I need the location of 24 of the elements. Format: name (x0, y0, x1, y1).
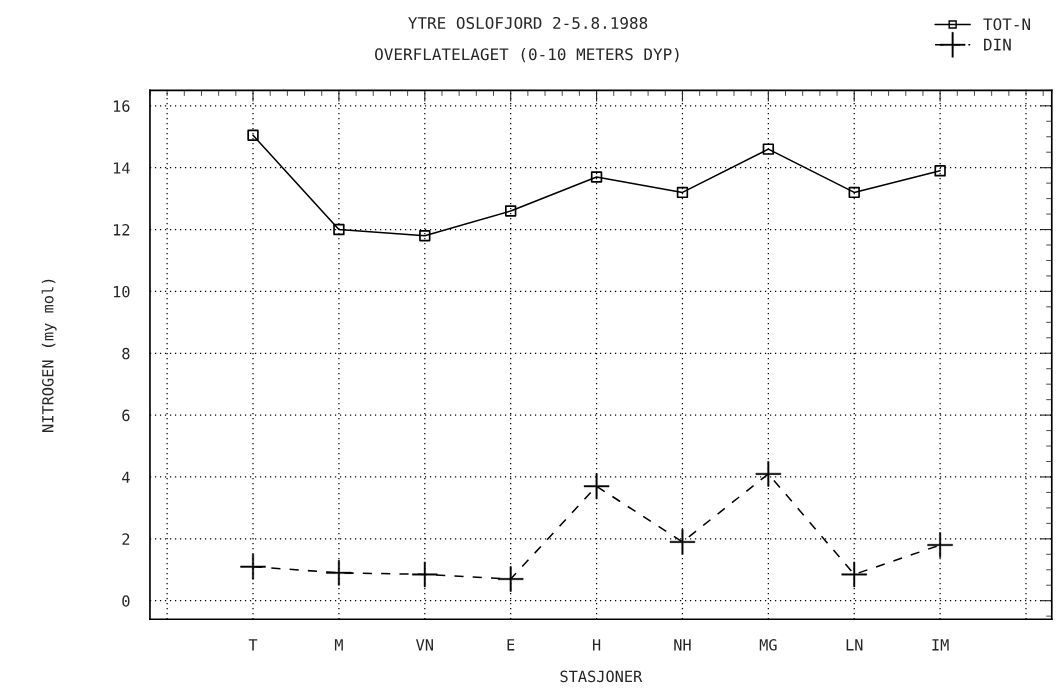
y-tick-label: 2 (122, 533, 130, 545)
x-tick-label: H (592, 639, 601, 651)
x-tick-label: LN (846, 639, 863, 651)
legend-label: TOT-N (983, 18, 1030, 31)
y-tick-label: 12 (113, 224, 130, 236)
x-tick-label: VN (416, 639, 433, 651)
y-tick-label: 10 (113, 285, 130, 298)
x-tick-label: E (507, 639, 515, 651)
chart-title: YTRE OSLOFJORD 2-5.8.1988 (408, 16, 648, 29)
x-tick-label: T (248, 639, 258, 651)
x-axis-title: STASJONER (560, 670, 643, 683)
chart-subtitle: OVERFLATELAGET (0-10 METERS DYP) (375, 47, 679, 63)
y-axis-title: NITROGEN (my mol) (41, 279, 57, 432)
x-tick-label: MG (759, 639, 777, 651)
legend-label: DIN (984, 38, 1011, 51)
x-tick-label: M (334, 639, 343, 651)
y-tick-label: 4 (122, 471, 130, 483)
y-tick-label: 16 (113, 100, 130, 112)
x-tick-label: IM (932, 639, 949, 651)
y-tick-label: 14 (113, 162, 130, 174)
x-tick-label: NH (674, 639, 691, 651)
y-tick-label: 0 (122, 595, 130, 607)
y-tick-label: 6 (122, 409, 130, 422)
y-tick-label: 8 (122, 347, 130, 360)
